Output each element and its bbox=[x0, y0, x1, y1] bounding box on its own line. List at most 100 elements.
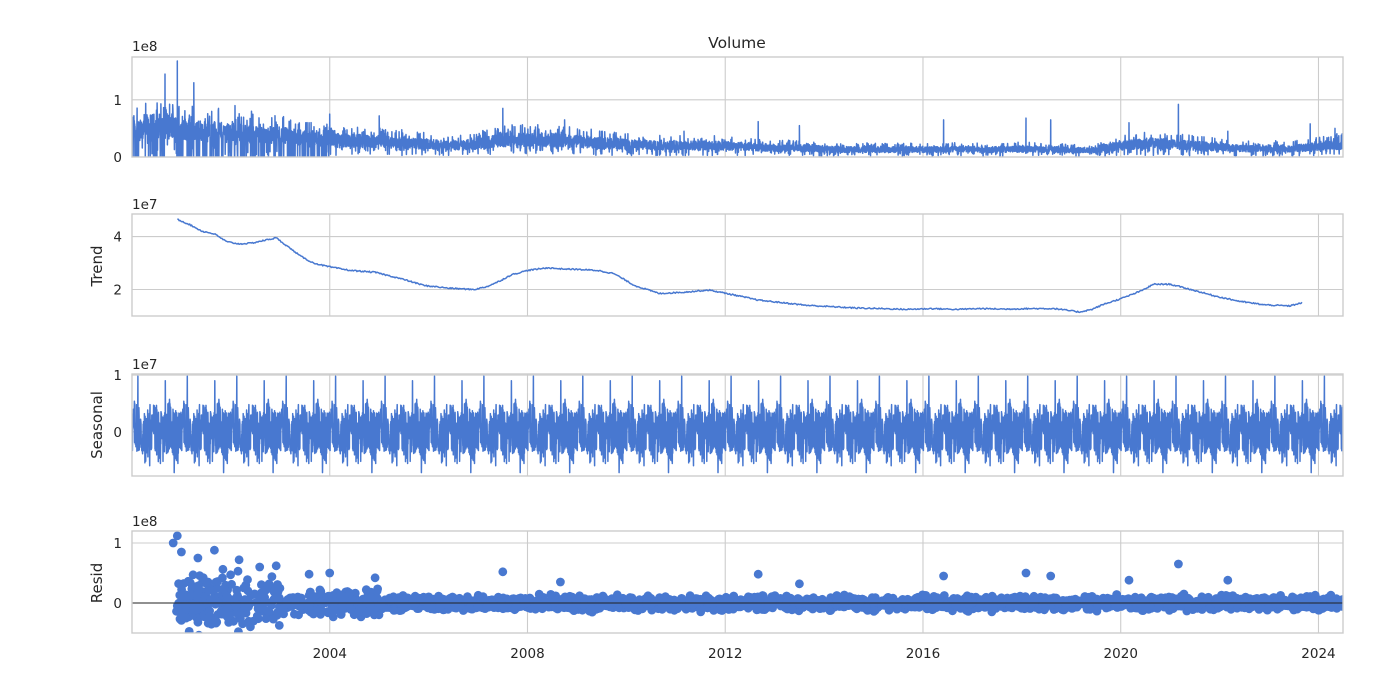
resid-point bbox=[279, 604, 288, 614]
x-tick-label: 2020 bbox=[1104, 646, 1138, 662]
resid-point bbox=[188, 570, 198, 580]
resid-point bbox=[261, 614, 271, 623]
resid-point bbox=[219, 584, 229, 594]
resid-point bbox=[232, 608, 242, 618]
x-tick-label: 2024 bbox=[1301, 646, 1335, 662]
resid-point bbox=[1222, 594, 1232, 604]
resid-outlier-point bbox=[498, 567, 508, 577]
resid-point bbox=[1067, 599, 1077, 609]
resid-point bbox=[267, 572, 277, 581]
resid-point bbox=[1319, 602, 1329, 612]
resid-point bbox=[268, 614, 278, 624]
resid-point bbox=[346, 605, 356, 614]
resid-point bbox=[389, 606, 399, 615]
resid-point bbox=[587, 595, 596, 604]
resid-point bbox=[650, 596, 660, 606]
resid-point bbox=[1271, 599, 1280, 609]
y-axis-label-resid: Resid bbox=[88, 563, 106, 603]
resid-point bbox=[550, 597, 559, 607]
resid-point bbox=[243, 575, 252, 585]
resid-outlier-point bbox=[556, 577, 565, 587]
seasonal-panel: 01 bbox=[113, 368, 1344, 477]
resid-point bbox=[739, 596, 749, 606]
resid-point bbox=[271, 584, 280, 594]
resid-point bbox=[223, 603, 233, 613]
panel-frame bbox=[131, 213, 1344, 317]
resid-point bbox=[369, 610, 379, 620]
resid-point bbox=[309, 592, 318, 601]
resid-point bbox=[288, 593, 298, 602]
resid-point bbox=[567, 592, 577, 602]
resid-point bbox=[274, 621, 284, 630]
resid-point bbox=[177, 610, 186, 620]
resid-point bbox=[482, 602, 492, 612]
resid-point bbox=[1144, 603, 1153, 612]
x-tick-label: 2004 bbox=[313, 646, 347, 662]
resid-point bbox=[1102, 595, 1111, 605]
resid-point bbox=[579, 600, 589, 610]
resid-point bbox=[304, 600, 314, 610]
resid-point bbox=[203, 618, 213, 628]
resid-point bbox=[224, 618, 234, 627]
resid-point bbox=[1248, 602, 1257, 611]
resid-point bbox=[410, 593, 419, 602]
resid-point bbox=[964, 600, 974, 609]
resid-point bbox=[174, 579, 184, 589]
resid-point bbox=[1205, 603, 1214, 613]
resid-point bbox=[1007, 593, 1017, 603]
resid-point bbox=[345, 588, 355, 598]
resid-point bbox=[1085, 605, 1095, 614]
resid-outlier-point bbox=[1223, 575, 1233, 585]
resid-point bbox=[402, 601, 411, 611]
resid-point bbox=[836, 597, 846, 607]
resid-point bbox=[1256, 596, 1265, 606]
resid-outlier-point bbox=[172, 531, 182, 541]
series-group bbox=[177, 218, 1303, 314]
resid-point bbox=[620, 596, 630, 606]
resid-outlier-point bbox=[210, 545, 219, 555]
resid-point bbox=[234, 627, 243, 633]
resid-point bbox=[239, 583, 249, 593]
resid-point bbox=[231, 602, 241, 611]
panel-frame bbox=[131, 56, 1344, 158]
series-group bbox=[132, 375, 1343, 474]
panel-frame bbox=[131, 373, 1344, 477]
resid-point bbox=[721, 595, 730, 605]
series-group bbox=[168, 531, 1343, 633]
resid-point bbox=[1309, 601, 1319, 611]
resid-point bbox=[931, 603, 941, 612]
y-tick-label: 1 bbox=[113, 368, 122, 384]
resid-point bbox=[848, 600, 858, 610]
resid-point bbox=[290, 609, 299, 619]
resid-outlier-point bbox=[304, 569, 314, 579]
resid-point bbox=[512, 601, 521, 610]
resid-point bbox=[924, 597, 934, 607]
resid-point bbox=[336, 610, 346, 619]
resid-point bbox=[193, 617, 203, 627]
resid-point bbox=[184, 627, 194, 633]
resid-point bbox=[255, 603, 265, 613]
resid-point bbox=[534, 589, 544, 599]
resid-point bbox=[315, 585, 325, 595]
resid-panel: 01 bbox=[113, 530, 1344, 634]
resid-point bbox=[385, 596, 395, 606]
observed-series-line bbox=[132, 60, 1343, 157]
resid-point bbox=[263, 606, 273, 616]
resid-point bbox=[963, 607, 973, 616]
resid-point bbox=[1093, 595, 1102, 604]
y-tick-label: 0 bbox=[113, 425, 122, 441]
y-offset-label-seasonal: 1e7 bbox=[132, 357, 157, 373]
resid-point bbox=[348, 595, 357, 605]
resid-point bbox=[535, 600, 545, 610]
panel-frame bbox=[131, 530, 1344, 634]
resid-point bbox=[546, 590, 556, 599]
resid-outlier-point bbox=[370, 573, 380, 583]
resid-point bbox=[642, 599, 651, 609]
resid-point bbox=[1337, 602, 1343, 611]
resid-point bbox=[1166, 601, 1176, 611]
resid-point bbox=[1204, 592, 1213, 602]
resid-point bbox=[1006, 600, 1016, 610]
resid-point bbox=[795, 599, 804, 609]
x-axis-ticks: 2004 2008 2012 2016 2020 2024 bbox=[313, 646, 1336, 662]
resid-point bbox=[514, 594, 524, 603]
